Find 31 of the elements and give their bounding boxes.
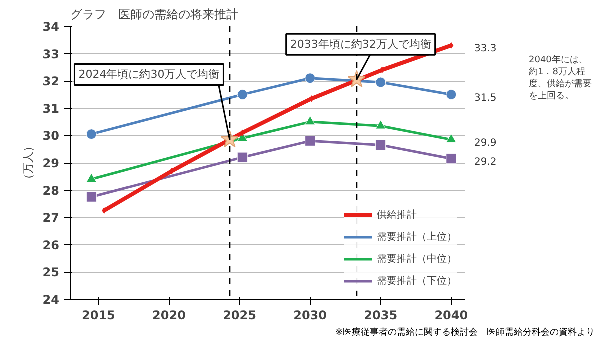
y-tick-label: 34	[42, 20, 60, 34]
chart-title: グラフ 医師の需給の将来推計	[70, 8, 238, 22]
y-axis-title: （万人）	[22, 141, 35, 185]
annotation: 2024年頃に約30万人で均衡	[78, 68, 220, 82]
annotation: 29.9	[474, 138, 497, 149]
y-tick-label: 32	[42, 74, 60, 89]
annotation: 31.5	[474, 92, 497, 104]
x-tick-label: 2020	[152, 308, 186, 322]
y-tick-label: 33	[42, 47, 60, 62]
y-tick-label: 24	[42, 293, 60, 307]
x-tick-label: 2040	[434, 308, 468, 322]
legend-label: 需要推計（中位）	[377, 252, 457, 266]
y-tick-label: 27	[42, 211, 60, 226]
text: ※医療従事者の需給に関する検討会 医師需給分科会の資料より	[335, 327, 595, 340]
x-tick-label: 2015	[82, 308, 116, 322]
legend-label: 需要推計（上位）	[377, 230, 457, 244]
legend-label: 供給推計	[377, 208, 417, 222]
x-tick-label: 2035	[364, 308, 398, 322]
y-tick-label: 26	[42, 238, 60, 252]
annotation: 33.3	[474, 44, 497, 55]
x-tick-label: 2025	[223, 308, 256, 322]
x-tick-label: 2030	[294, 308, 328, 322]
legend-label: 需要推計（下位）	[377, 274, 457, 288]
y-tick-label: 28	[42, 184, 60, 198]
annotation: 2033年頃に約32万人で均衡	[290, 38, 432, 52]
annotation: 29.2	[474, 156, 497, 168]
y-tick-label: 29	[42, 156, 60, 170]
y-tick-label: 31	[42, 102, 60, 116]
y-tick-label: 30	[42, 129, 60, 144]
y-tick-label: 25	[42, 266, 60, 280]
text: 2040年には、約1．8万人程度、供給が需要を上回る。	[529, 54, 592, 102]
